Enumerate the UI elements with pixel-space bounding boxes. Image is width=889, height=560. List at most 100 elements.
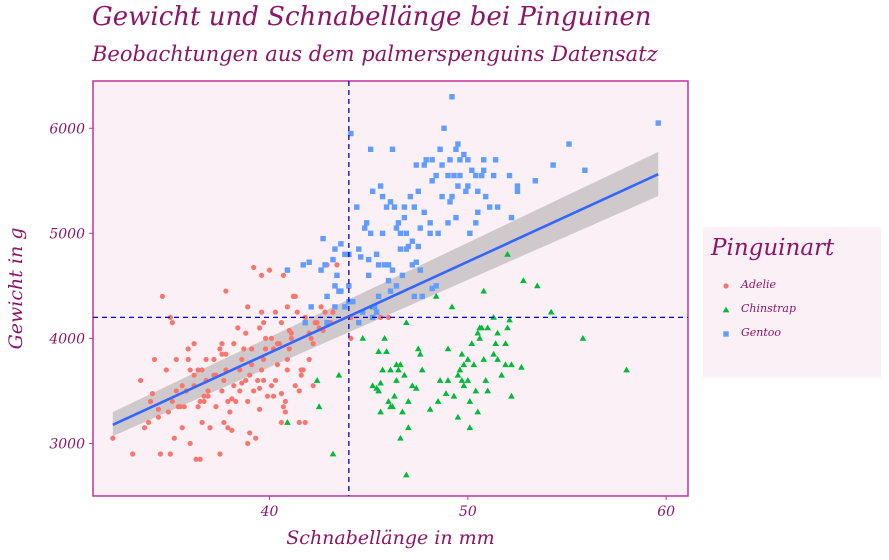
chinstrap-point bbox=[492, 340, 499, 347]
adelie-point bbox=[237, 367, 243, 373]
gentoo-point bbox=[300, 262, 306, 268]
adelie-point bbox=[377, 314, 384, 320]
legend-label-adelie: Adelie bbox=[741, 278, 777, 291]
adelie-point bbox=[165, 409, 171, 415]
gentoo-point bbox=[463, 188, 469, 195]
gentoo-point bbox=[350, 298, 356, 305]
adelie-point bbox=[274, 341, 281, 347]
adelie-point bbox=[260, 320, 267, 326]
gentoo-point bbox=[373, 251, 380, 258]
adelie-point bbox=[258, 367, 265, 373]
gentoo-point bbox=[582, 167, 588, 174]
adelie-point bbox=[251, 264, 257, 271]
adelie-point bbox=[282, 409, 288, 415]
legend-key-gentoo bbox=[723, 331, 729, 337]
adelie-point bbox=[385, 314, 392, 320]
gentoo-point bbox=[461, 151, 467, 158]
chinstrap-point bbox=[502, 340, 509, 347]
adelie-point bbox=[179, 383, 185, 389]
chinstrap-point bbox=[474, 408, 482, 415]
chinstrap-point bbox=[506, 316, 513, 323]
chart-title: Gewicht und Schnabellänge bei Pinguinen bbox=[92, 2, 652, 32]
gentoo-point bbox=[413, 259, 419, 265]
adelie-point bbox=[169, 398, 175, 405]
chinstrap-point bbox=[518, 363, 525, 370]
chinstrap-point bbox=[375, 387, 382, 394]
adelie-point bbox=[179, 425, 185, 431]
gentoo-point bbox=[403, 230, 410, 237]
adelie-point bbox=[191, 372, 197, 378]
adelie-point bbox=[163, 367, 169, 373]
adelie-point bbox=[272, 377, 279, 384]
gentoo-point bbox=[371, 304, 378, 310]
gentoo-point bbox=[415, 188, 421, 195]
adelie-point bbox=[159, 293, 166, 299]
chinstrap-point bbox=[444, 345, 452, 352]
adelie-point bbox=[197, 398, 203, 405]
gentoo-point bbox=[467, 230, 473, 237]
y-tick-label: 5000 bbox=[49, 226, 85, 242]
chinstrap-point bbox=[385, 398, 392, 404]
chinstrap-point bbox=[450, 392, 458, 399]
gentoo-point bbox=[465, 157, 471, 163]
regression-line bbox=[112, 173, 659, 426]
gentoo-point bbox=[356, 246, 362, 252]
legend-key-adelie bbox=[723, 283, 729, 289]
gentoo-point bbox=[354, 204, 360, 210]
chinstrap-point bbox=[508, 392, 515, 399]
chinstrap-point bbox=[494, 356, 501, 362]
adelie-point bbox=[270, 393, 277, 399]
chinstrap-point bbox=[403, 319, 410, 326]
gentoo-point bbox=[367, 230, 374, 237]
gentoo-point bbox=[445, 220, 451, 226]
gentoo-point bbox=[490, 172, 497, 179]
adelie-point bbox=[171, 435, 177, 441]
x-axis-title: Schnabellänge in mm bbox=[286, 527, 494, 549]
gentoo-point bbox=[393, 283, 400, 289]
chinstrap-point bbox=[466, 398, 474, 404]
gentoo-point bbox=[413, 162, 419, 168]
gentoo-point bbox=[334, 272, 340, 279]
adelie-point bbox=[286, 346, 292, 352]
adelie-point bbox=[282, 398, 288, 405]
gentoo-point bbox=[356, 319, 362, 326]
chinstrap-point bbox=[460, 382, 468, 389]
chinstrap-point bbox=[432, 292, 440, 299]
gentoo-point bbox=[457, 172, 463, 179]
adelie-point bbox=[243, 330, 249, 336]
gentoo-point bbox=[365, 272, 372, 279]
gentoo-point bbox=[439, 193, 445, 200]
chinstrap-point bbox=[494, 329, 501, 336]
gentoo-point bbox=[433, 172, 439, 179]
adelie-point bbox=[225, 398, 231, 405]
chinstrap-point bbox=[484, 387, 491, 394]
adelie-point bbox=[191, 341, 197, 347]
gentoo-point bbox=[379, 230, 386, 237]
adelie-point bbox=[262, 346, 269, 352]
adelie-point bbox=[167, 314, 173, 320]
chinstrap-point bbox=[547, 308, 555, 315]
chinstrap-point bbox=[395, 366, 402, 373]
adelie-point bbox=[249, 362, 255, 368]
gentoo-point bbox=[429, 157, 435, 163]
chinstrap-point bbox=[474, 329, 482, 336]
adelie-point bbox=[306, 356, 312, 363]
adelie-point bbox=[251, 388, 257, 394]
chinstrap-point bbox=[464, 356, 472, 362]
legend: Pinguinart Adelie Chinstrap Gentoo bbox=[703, 227, 881, 378]
gentoo-point bbox=[284, 267, 291, 273]
adelie-point bbox=[245, 304, 251, 310]
gentoo-point bbox=[320, 235, 326, 242]
gentoo-point bbox=[375, 262, 382, 268]
gentoo-point bbox=[389, 267, 396, 273]
adelie-point bbox=[175, 404, 181, 410]
gentoo-point bbox=[338, 241, 344, 247]
gentoo-point bbox=[532, 178, 538, 184]
gentoo-point bbox=[365, 256, 372, 263]
gentoo-point bbox=[318, 267, 324, 273]
gentoo-point bbox=[409, 262, 416, 268]
gentoo-point bbox=[427, 220, 433, 226]
gentoo-point bbox=[397, 246, 404, 252]
gentoo-point bbox=[483, 193, 489, 200]
gentoo-point bbox=[427, 230, 433, 237]
